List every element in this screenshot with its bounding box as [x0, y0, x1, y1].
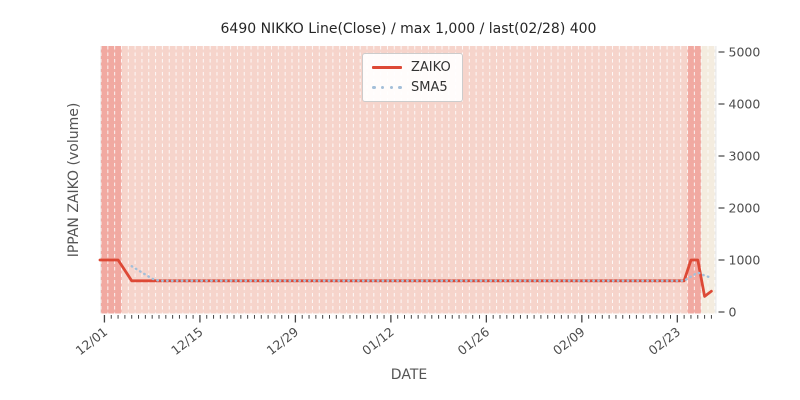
legend-label-sma5: SMA5 [411, 80, 448, 95]
svg-text:1000: 1000 [729, 253, 761, 268]
sma5-line [130, 265, 713, 282]
y-axis-ticks [718, 51, 725, 313]
x-axis-ticks [103, 315, 712, 323]
svg-text:0: 0 [729, 305, 737, 320]
svg-text:12/15: 12/15 [168, 324, 206, 358]
svg-text:2000: 2000 [729, 201, 761, 216]
svg-text:01/26: 01/26 [455, 324, 493, 358]
chart-title: 6490 NIKKO Line(Close) / max 1,000 / las… [220, 21, 597, 37]
legend-item-sma5: SMA5 [372, 81, 451, 94]
x-tick-labels: 12/01 12/15 12/29 01/12 01/26 02/09 02/23 [73, 324, 684, 358]
zaiko-line-swatch-icon [372, 66, 402, 69]
svg-text:3000: 3000 [729, 149, 761, 164]
sma5-dotted-swatch-icon [372, 85, 402, 90]
svg-text:12/01: 12/01 [73, 324, 111, 358]
legend: ZAIKO SMA5 [362, 53, 463, 102]
svg-text:5000: 5000 [729, 45, 761, 60]
svg-text:4000: 4000 [729, 97, 761, 112]
legend-label-zaiko: ZAIKO [411, 60, 451, 75]
y-tick-labels: 0 1000 2000 3000 4000 5000 [729, 45, 761, 320]
svg-text:01/12: 01/12 [359, 324, 397, 358]
legend-item-zaiko: ZAIKO [372, 61, 451, 74]
svg-text:02/23: 02/23 [646, 324, 684, 358]
svg-text:02/09: 02/09 [550, 324, 588, 358]
day-gridlines [100, 46, 716, 314]
svg-text:12/29: 12/29 [264, 324, 302, 358]
day-bands [101, 46, 715, 314]
x-axis-label: DATE [390, 367, 428, 383]
